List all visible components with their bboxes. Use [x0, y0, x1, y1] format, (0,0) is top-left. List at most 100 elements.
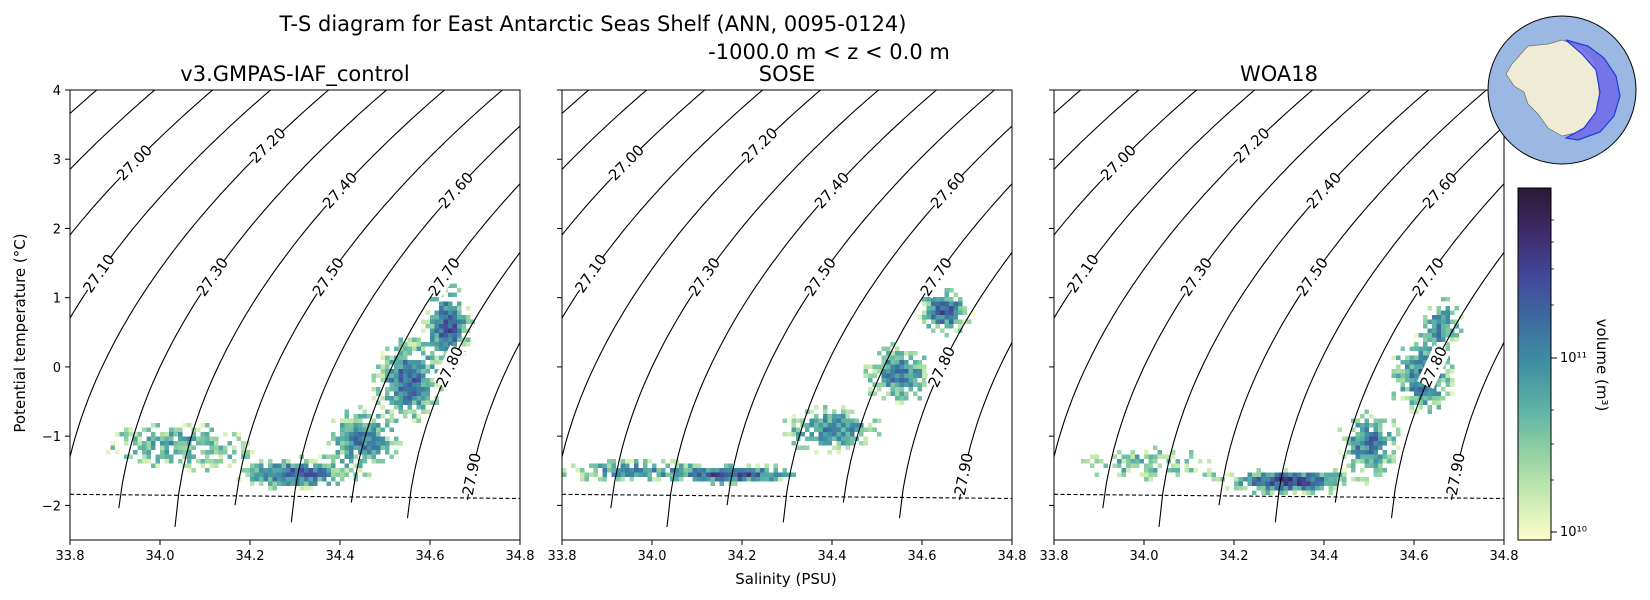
heatmap-cell — [412, 364, 417, 369]
heatmap-cell — [863, 427, 868, 432]
heatmap-cell — [818, 418, 823, 423]
heatmap-cell — [1423, 346, 1428, 351]
heatmap-cell — [791, 423, 796, 428]
heatmap-cell — [1432, 396, 1437, 401]
heatmap-cell — [385, 396, 390, 401]
heatmap-cell — [1423, 319, 1428, 324]
heatmap-cell — [344, 445, 349, 450]
heatmap-cell — [403, 351, 408, 356]
heatmap-cell — [142, 459, 147, 464]
heatmap-cell — [751, 468, 756, 473]
heatmap-cell — [1364, 459, 1369, 464]
heatmap-cell — [376, 432, 381, 437]
heatmap-cell — [904, 360, 909, 365]
heatmap-cell — [1148, 472, 1153, 477]
heatmap-cell — [412, 418, 417, 423]
heatmap-cell — [182, 441, 187, 446]
heatmap-cell — [922, 382, 927, 387]
density-contour — [562, 90, 648, 170]
heatmap-cell — [1441, 387, 1446, 392]
heatmap-cell — [1306, 477, 1311, 482]
heatmap-cell — [358, 423, 363, 428]
heatmap-cell — [286, 472, 291, 477]
heatmap-cell — [425, 324, 430, 329]
heatmap-cell — [935, 319, 940, 324]
heatmap-cell — [1414, 346, 1419, 351]
heatmap-cell — [448, 342, 453, 347]
heatmap-cell — [881, 396, 886, 401]
contour-label-bg — [927, 169, 969, 212]
heatmap-cell — [1301, 486, 1306, 491]
heatmap-cell — [859, 432, 864, 437]
heatmap-cell — [385, 346, 390, 351]
heatmap-cell — [827, 441, 832, 446]
heatmap-cell — [335, 481, 340, 486]
contour-label: 27.20 — [738, 124, 781, 167]
heatmap-cell — [1414, 382, 1419, 387]
heatmap-cell — [371, 418, 376, 423]
heatmap-cell — [1274, 481, 1279, 486]
heatmap-cell — [389, 414, 394, 419]
heatmap-cell — [908, 364, 913, 369]
heatmap-cell — [913, 391, 918, 396]
heatmap-cell — [1369, 441, 1374, 446]
heatmap-cell — [904, 378, 909, 383]
heatmap-cell — [1337, 450, 1342, 455]
heatmap-cell — [308, 481, 313, 486]
heatmap-cell — [634, 459, 639, 464]
heatmap-cell — [434, 328, 439, 333]
heatmap-cell — [367, 441, 372, 446]
heatmap-cell — [353, 477, 358, 482]
heatmap-cell — [949, 297, 954, 302]
heatmap-cell — [764, 472, 769, 477]
heatmap-cell — [277, 477, 282, 482]
heatmap-cell — [1270, 472, 1275, 477]
contour-label: 27.50 — [309, 254, 348, 300]
heatmap-cell — [1450, 319, 1455, 324]
heatmap-cell — [416, 373, 421, 378]
heatmap-cell — [1364, 423, 1369, 428]
heatmap-cell — [425, 387, 430, 392]
heatmap-cell — [1265, 477, 1270, 482]
heatmap-cell — [1378, 468, 1383, 473]
heatmap-cell — [412, 360, 417, 365]
heatmap-cell — [931, 319, 936, 324]
heatmap-cell — [944, 315, 949, 320]
heatmap-cell — [1445, 373, 1450, 378]
density-contour — [70, 90, 272, 319]
heatmap-cell — [1256, 481, 1261, 486]
heatmap-cell — [304, 468, 309, 473]
contour-label: 27.00 — [113, 141, 156, 184]
heatmap-cell — [448, 324, 453, 329]
heatmap-cell — [688, 463, 693, 468]
heatmap-cell — [349, 432, 354, 437]
contour-label-bg — [811, 169, 853, 212]
heatmap-cell — [1085, 459, 1090, 464]
density-contour — [1054, 90, 1314, 457]
heatmap-cell — [926, 297, 931, 302]
heatmap-cell — [412, 391, 417, 396]
contour-label-bg — [1293, 255, 1332, 299]
heatmap-cell — [457, 306, 462, 311]
heatmap-cell — [398, 382, 403, 387]
heatmap-cell — [1175, 463, 1180, 468]
heatmap-cell — [119, 432, 124, 437]
heatmap-cell — [823, 441, 828, 446]
heatmap-cell — [755, 468, 760, 473]
heatmap-cell — [868, 427, 873, 432]
heatmap-cell — [1288, 472, 1293, 477]
y-tick-label: 3 — [53, 153, 61, 168]
x-tick-label: 33.8 — [1040, 549, 1069, 564]
heatmap-cell — [733, 477, 738, 482]
heatmap-cell — [385, 364, 390, 369]
heatmap-cell — [1405, 387, 1410, 392]
heatmap-cell — [1144, 450, 1149, 455]
heatmap-cell — [710, 477, 715, 482]
heatmap-cell — [679, 472, 684, 477]
heatmap-cell — [737, 472, 742, 477]
heatmap-cell — [200, 441, 205, 446]
density-contour — [290, 125, 520, 523]
heatmap-cell — [1265, 472, 1270, 477]
heatmap-cell — [949, 310, 954, 315]
